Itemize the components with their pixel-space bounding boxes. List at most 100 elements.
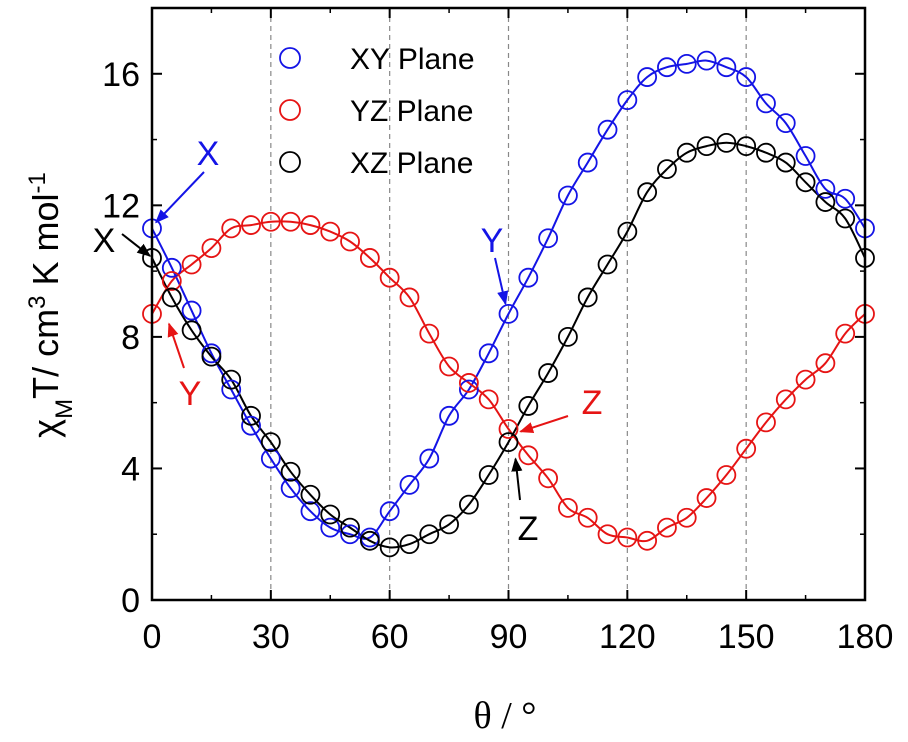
xz-plane-point bbox=[439, 514, 459, 535]
legend-label-yz-plane: YZ Plane bbox=[350, 95, 473, 128]
annotation-arrow-z bbox=[511, 457, 523, 501]
x-axis-title: θ / ° bbox=[474, 695, 537, 737]
xz-plane-point bbox=[835, 208, 856, 229]
x-tick-label-30: 30 bbox=[252, 618, 290, 656]
yz-plane-point bbox=[637, 530, 658, 551]
xy-plane-point bbox=[300, 501, 321, 522]
xy-plane-point bbox=[260, 448, 281, 469]
yz-plane-point bbox=[478, 389, 499, 410]
yz-plane-point bbox=[241, 215, 261, 235]
xz-plane-point bbox=[676, 142, 697, 163]
xy-plane-point bbox=[597, 119, 618, 140]
x-tick-label-0: 0 bbox=[143, 618, 162, 656]
xz-plane-point bbox=[637, 182, 658, 203]
xy-plane-point bbox=[320, 517, 341, 538]
yz-plane-point bbox=[716, 465, 737, 485]
xz-plane-point bbox=[597, 254, 618, 275]
annotation-label-y: Y bbox=[481, 222, 504, 260]
xz-plane-point bbox=[657, 159, 677, 180]
legend: XY Plane YZ Plane XZ Plane bbox=[279, 43, 475, 180]
xz-plane-point bbox=[379, 537, 400, 558]
xz-plane-point bbox=[756, 142, 776, 163]
xz-plane-point bbox=[716, 132, 737, 153]
xy-plane-point bbox=[439, 405, 459, 426]
xy-plane-point bbox=[637, 67, 658, 87]
xz-plane-point bbox=[181, 320, 202, 341]
yz-plane-point bbox=[617, 527, 638, 548]
data-points bbox=[142, 50, 875, 558]
axis-ticks bbox=[151, 8, 866, 601]
xz-plane-point bbox=[498, 432, 519, 453]
xy-plane-point bbox=[657, 57, 677, 78]
annotation-arrow-z bbox=[519, 415, 569, 433]
annotation-arrow-y bbox=[494, 257, 509, 306]
xz-plane-fit-curve bbox=[151, 141, 866, 549]
y-tick-label-16: 16 bbox=[102, 56, 140, 94]
xz-plane-point bbox=[815, 192, 836, 212]
xz-plane-point bbox=[280, 461, 301, 482]
yz-plane-point bbox=[280, 211, 301, 232]
y-tick-label-0: 0 bbox=[121, 582, 140, 620]
xz-plane-point bbox=[538, 363, 559, 383]
yz-plane-point bbox=[320, 221, 341, 242]
xz-plane-point bbox=[696, 136, 717, 157]
xy-plane-point bbox=[419, 448, 440, 469]
xz-plane-point bbox=[775, 152, 796, 173]
y-tick-label-4: 4 bbox=[121, 450, 140, 488]
xz-plane-point bbox=[300, 484, 321, 505]
y-tick-labels: 0 4 8 12 16 bbox=[102, 56, 140, 620]
x-tick-label-120: 120 bbox=[599, 618, 656, 656]
yz-plane-point bbox=[676, 507, 697, 528]
annotation-arrow-x bbox=[155, 171, 205, 224]
xz-plane-point bbox=[736, 136, 757, 157]
xy-plane-point bbox=[458, 379, 479, 400]
yz-plane-point bbox=[161, 271, 182, 291]
annotation-arrow-x bbox=[121, 233, 152, 257]
annotation-label-z: Z bbox=[518, 510, 539, 548]
y-tick-label-8: 8 bbox=[121, 319, 140, 357]
xy-plane-point bbox=[161, 257, 182, 278]
xy-plane-point bbox=[518, 267, 539, 288]
xz-plane-point bbox=[201, 346, 222, 367]
yz-plane-fit-curve bbox=[151, 220, 866, 543]
yz-plane-point bbox=[736, 438, 757, 459]
xy-plane-point bbox=[617, 90, 638, 110]
yz-plane-point bbox=[260, 211, 281, 232]
xy-plane-point bbox=[736, 67, 757, 87]
xz-plane-point bbox=[518, 396, 539, 416]
y-axis-title-main: T/ cm bbox=[25, 309, 66, 399]
xy-plane-fit-curve bbox=[151, 59, 866, 540]
x-tick-label-180: 180 bbox=[837, 618, 894, 656]
xy-plane-point bbox=[676, 54, 697, 74]
xz-plane-point bbox=[795, 172, 816, 193]
annotation-label-y: Y bbox=[179, 375, 202, 413]
xy-plane-point bbox=[756, 93, 776, 114]
xy-plane-point bbox=[775, 113, 796, 134]
xy-plane-point bbox=[696, 50, 717, 71]
yz-plane-point bbox=[300, 215, 321, 235]
yz-plane-point bbox=[795, 369, 816, 390]
yz-plane-point bbox=[815, 353, 836, 374]
x-tick-label-150: 150 bbox=[718, 618, 775, 656]
xy-plane-point bbox=[538, 228, 559, 249]
yz-plane-point bbox=[201, 238, 222, 258]
annotation-label-x: X bbox=[93, 222, 116, 260]
xz-plane-point bbox=[617, 221, 638, 242]
annotations: X X Y Y Z Z bbox=[93, 135, 603, 548]
xz-plane-point bbox=[221, 369, 242, 390]
yz-plane-point bbox=[775, 389, 796, 410]
yz-plane-point bbox=[181, 254, 202, 275]
fit-curves bbox=[151, 59, 866, 549]
xy-plane-point bbox=[181, 300, 202, 321]
xy-plane-point bbox=[241, 415, 261, 436]
yz-plane-point bbox=[399, 287, 420, 308]
yz-plane-point bbox=[657, 517, 677, 538]
yz-plane-point bbox=[221, 218, 242, 239]
y-axis-title: χMT/ cm3 K mol-1 bbox=[24, 172, 78, 438]
yz-plane-point bbox=[498, 419, 519, 439]
xy-plane-point bbox=[835, 188, 856, 209]
xz-plane-point bbox=[359, 530, 380, 551]
yz-plane-point bbox=[340, 231, 360, 252]
